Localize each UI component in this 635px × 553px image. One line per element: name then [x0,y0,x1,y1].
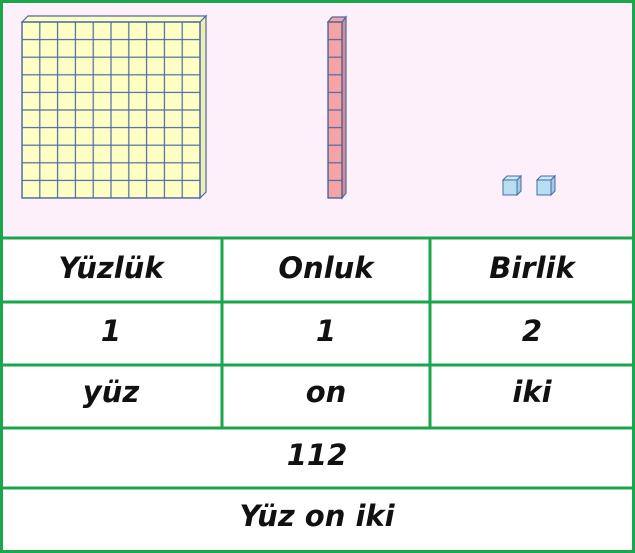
hundred-block [20,14,208,200]
digit-cell: 2 [522,314,542,348]
header-cell: Birlik [489,251,576,285]
header-cell: Onluk [278,251,375,285]
ten-rod [326,15,348,200]
unit-cube [501,174,523,197]
word-cell: yüz [83,375,140,409]
digit-cell: 1 [316,314,336,348]
digit-cell: 1 [101,314,121,348]
unit-cube [535,174,557,197]
header-cell: Yüzlük [58,251,165,285]
word-cell: iki [512,375,552,409]
number-words: Yüz on iki [239,499,395,533]
word-cell: on [306,375,347,409]
number: 112 [287,438,348,472]
